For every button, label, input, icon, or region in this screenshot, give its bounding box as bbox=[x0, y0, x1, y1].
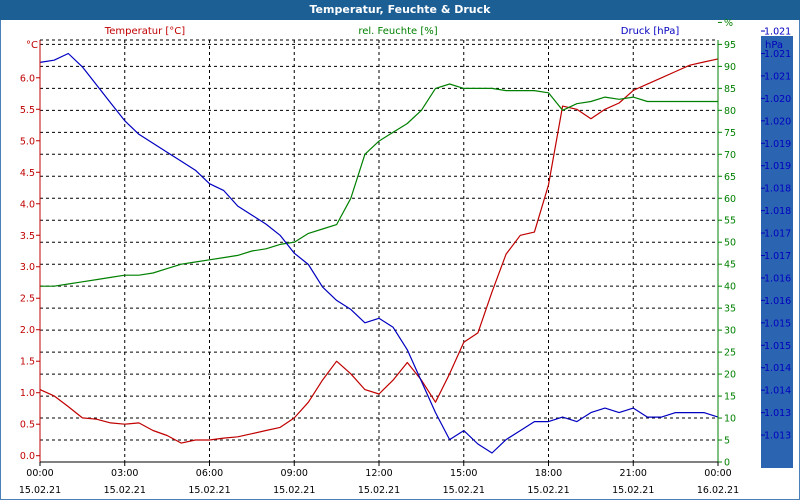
left-tick-label: 2.0 bbox=[20, 325, 35, 336]
left-tick-label: 6.0 bbox=[20, 73, 35, 84]
right-tick-label: 95 bbox=[724, 40, 736, 51]
x-tick-time-label: 03:00 bbox=[111, 468, 138, 479]
pressure-tick-label: 1.021 bbox=[764, 27, 791, 38]
pressure-tick-label: 1.018 bbox=[764, 206, 791, 217]
x-tick-date-label: 15.02.21 bbox=[527, 485, 569, 496]
x-tick-date-label: 15.02.21 bbox=[358, 485, 400, 496]
pressure-tick-label: 1.020 bbox=[764, 94, 791, 105]
left-tick-label: 5.5 bbox=[20, 105, 35, 116]
legend-temperature: Temperatur [°C] bbox=[104, 26, 185, 37]
x-tick-time-label: 00:00 bbox=[704, 468, 731, 479]
left-tick-label: 4.5 bbox=[20, 168, 35, 179]
left-tick-label: 1.5 bbox=[20, 357, 35, 368]
left-tick-label: 2.5 bbox=[20, 294, 35, 305]
right-axis-ticks: 0 5 10 15 20 25 30 35 40 45 50 55 60 65 70 75 80 85 90 95% bbox=[718, 18, 736, 469]
pressure-tick-label: 1.017 bbox=[764, 251, 791, 262]
left-tick-label: 0.5 bbox=[20, 420, 35, 431]
pressure-tick-label: 1.014 bbox=[764, 386, 791, 397]
pressure-tick-label: 1.016 bbox=[764, 296, 791, 307]
right-tick-label: % bbox=[724, 18, 733, 29]
pressure-axis-ticks: 1.013 1.013 1.014 1.014 1.015 1.015 1.016 1.016… bbox=[761, 27, 791, 442]
left-tick-label: 5.0 bbox=[20, 136, 35, 147]
x-tick-time-label: 21:00 bbox=[620, 468, 647, 479]
pressure-tick-label: 1.014 bbox=[764, 363, 791, 374]
pressure-tick-label: 1.019 bbox=[764, 139, 791, 150]
right-tick-label: 0 bbox=[724, 458, 730, 469]
pressure-tick-label: 1.013 bbox=[764, 408, 791, 419]
series-line-temperature bbox=[39, 58, 719, 444]
left-tick-label: 4.0 bbox=[20, 199, 35, 210]
right-tick-label: 75 bbox=[724, 128, 736, 139]
pressure-tick-label: 1.021 bbox=[764, 71, 791, 82]
right-tick-label: 70 bbox=[724, 150, 736, 161]
left-tick-label: 3.0 bbox=[20, 262, 35, 273]
legend-humidity: rel. Feuchte [%] bbox=[358, 26, 437, 37]
x-tick-date-label: 16.02.21 bbox=[697, 485, 739, 496]
series-line-humidity bbox=[40, 83, 718, 287]
series-layer bbox=[39, 52, 719, 454]
legend-pressure: Druck [hPa] bbox=[621, 26, 680, 37]
right-tick-label: 20 bbox=[724, 370, 736, 381]
pressure-tick-label: 1.018 bbox=[764, 184, 791, 195]
pressure-tick-label: 1.020 bbox=[764, 116, 791, 127]
right-tick-label: 15 bbox=[724, 392, 736, 403]
x-axis-ticks: 00:00 15.02.21 03:00 15.02.21 06:00 15.02.21 0… bbox=[19, 462, 739, 496]
right-tick-label: 55 bbox=[724, 216, 736, 227]
right-tick-label: 25 bbox=[724, 348, 736, 359]
pressure-tick-label: 1.015 bbox=[764, 341, 791, 352]
left-tick-label: 3.5 bbox=[20, 231, 35, 242]
left-tick-label: 1.0 bbox=[20, 388, 35, 399]
x-tick-date-label: 15.02.21 bbox=[188, 485, 230, 496]
pressure-tick-label: 1.013 bbox=[764, 431, 791, 442]
pressure-tick-label: 1.019 bbox=[764, 161, 791, 172]
pressure-tick-label: 1.015 bbox=[764, 318, 791, 329]
pressure-axis-unit: hPa bbox=[765, 40, 783, 51]
x-tick-date-label: 15.02.21 bbox=[273, 485, 315, 496]
grid bbox=[40, 40, 718, 462]
right-tick-label: 30 bbox=[724, 326, 736, 337]
x-tick-time-label: 00:00 bbox=[26, 468, 53, 479]
right-tick-label: 35 bbox=[724, 304, 736, 315]
x-tick-date-label: 15.02.21 bbox=[443, 485, 485, 496]
right-tick-label: 10 bbox=[724, 414, 736, 425]
x-tick-time-label: 06:00 bbox=[196, 468, 223, 479]
left-tick-label: 0.0 bbox=[20, 451, 35, 462]
left-axis-unit: °C bbox=[26, 40, 38, 51]
x-tick-date-label: 15.02.21 bbox=[19, 485, 61, 496]
pressure-axis-strip bbox=[761, 36, 793, 468]
x-tick-date-label: 15.02.21 bbox=[104, 485, 146, 496]
series-line-pressure bbox=[39, 52, 719, 454]
x-tick-date-label: 15.02.21 bbox=[612, 485, 654, 496]
pressure-tick-label: 1.016 bbox=[764, 273, 791, 284]
right-tick-label: 60 bbox=[724, 194, 736, 205]
right-tick-label: 85 bbox=[724, 84, 736, 95]
right-tick-label: 45 bbox=[724, 260, 736, 271]
right-tick-label: 65 bbox=[724, 172, 736, 183]
x-tick-time-label: 09:00 bbox=[281, 468, 308, 479]
right-tick-label: 40 bbox=[724, 282, 736, 293]
pressure-tick-label: 1.017 bbox=[764, 229, 791, 240]
pressure-tick-label: 1.021 bbox=[764, 49, 791, 60]
right-tick-label: 50 bbox=[724, 238, 736, 249]
x-tick-time-label: 18:00 bbox=[535, 468, 562, 479]
chart-title: Temperatur, Feuchte & Druck bbox=[0, 0, 800, 20]
right-tick-label: 5 bbox=[724, 436, 730, 447]
left-axis-ticks: 0.0 0.5 1.0 1.5 2.0 2.5 3.0 3.5 4.0 4.5 5.0 5.5 6.0 bbox=[20, 73, 40, 462]
x-tick-time-label: 12:00 bbox=[365, 468, 392, 479]
right-tick-label: 80 bbox=[724, 106, 736, 117]
right-tick-label: 90 bbox=[724, 62, 736, 73]
x-tick-time-label: 15:00 bbox=[450, 468, 477, 479]
